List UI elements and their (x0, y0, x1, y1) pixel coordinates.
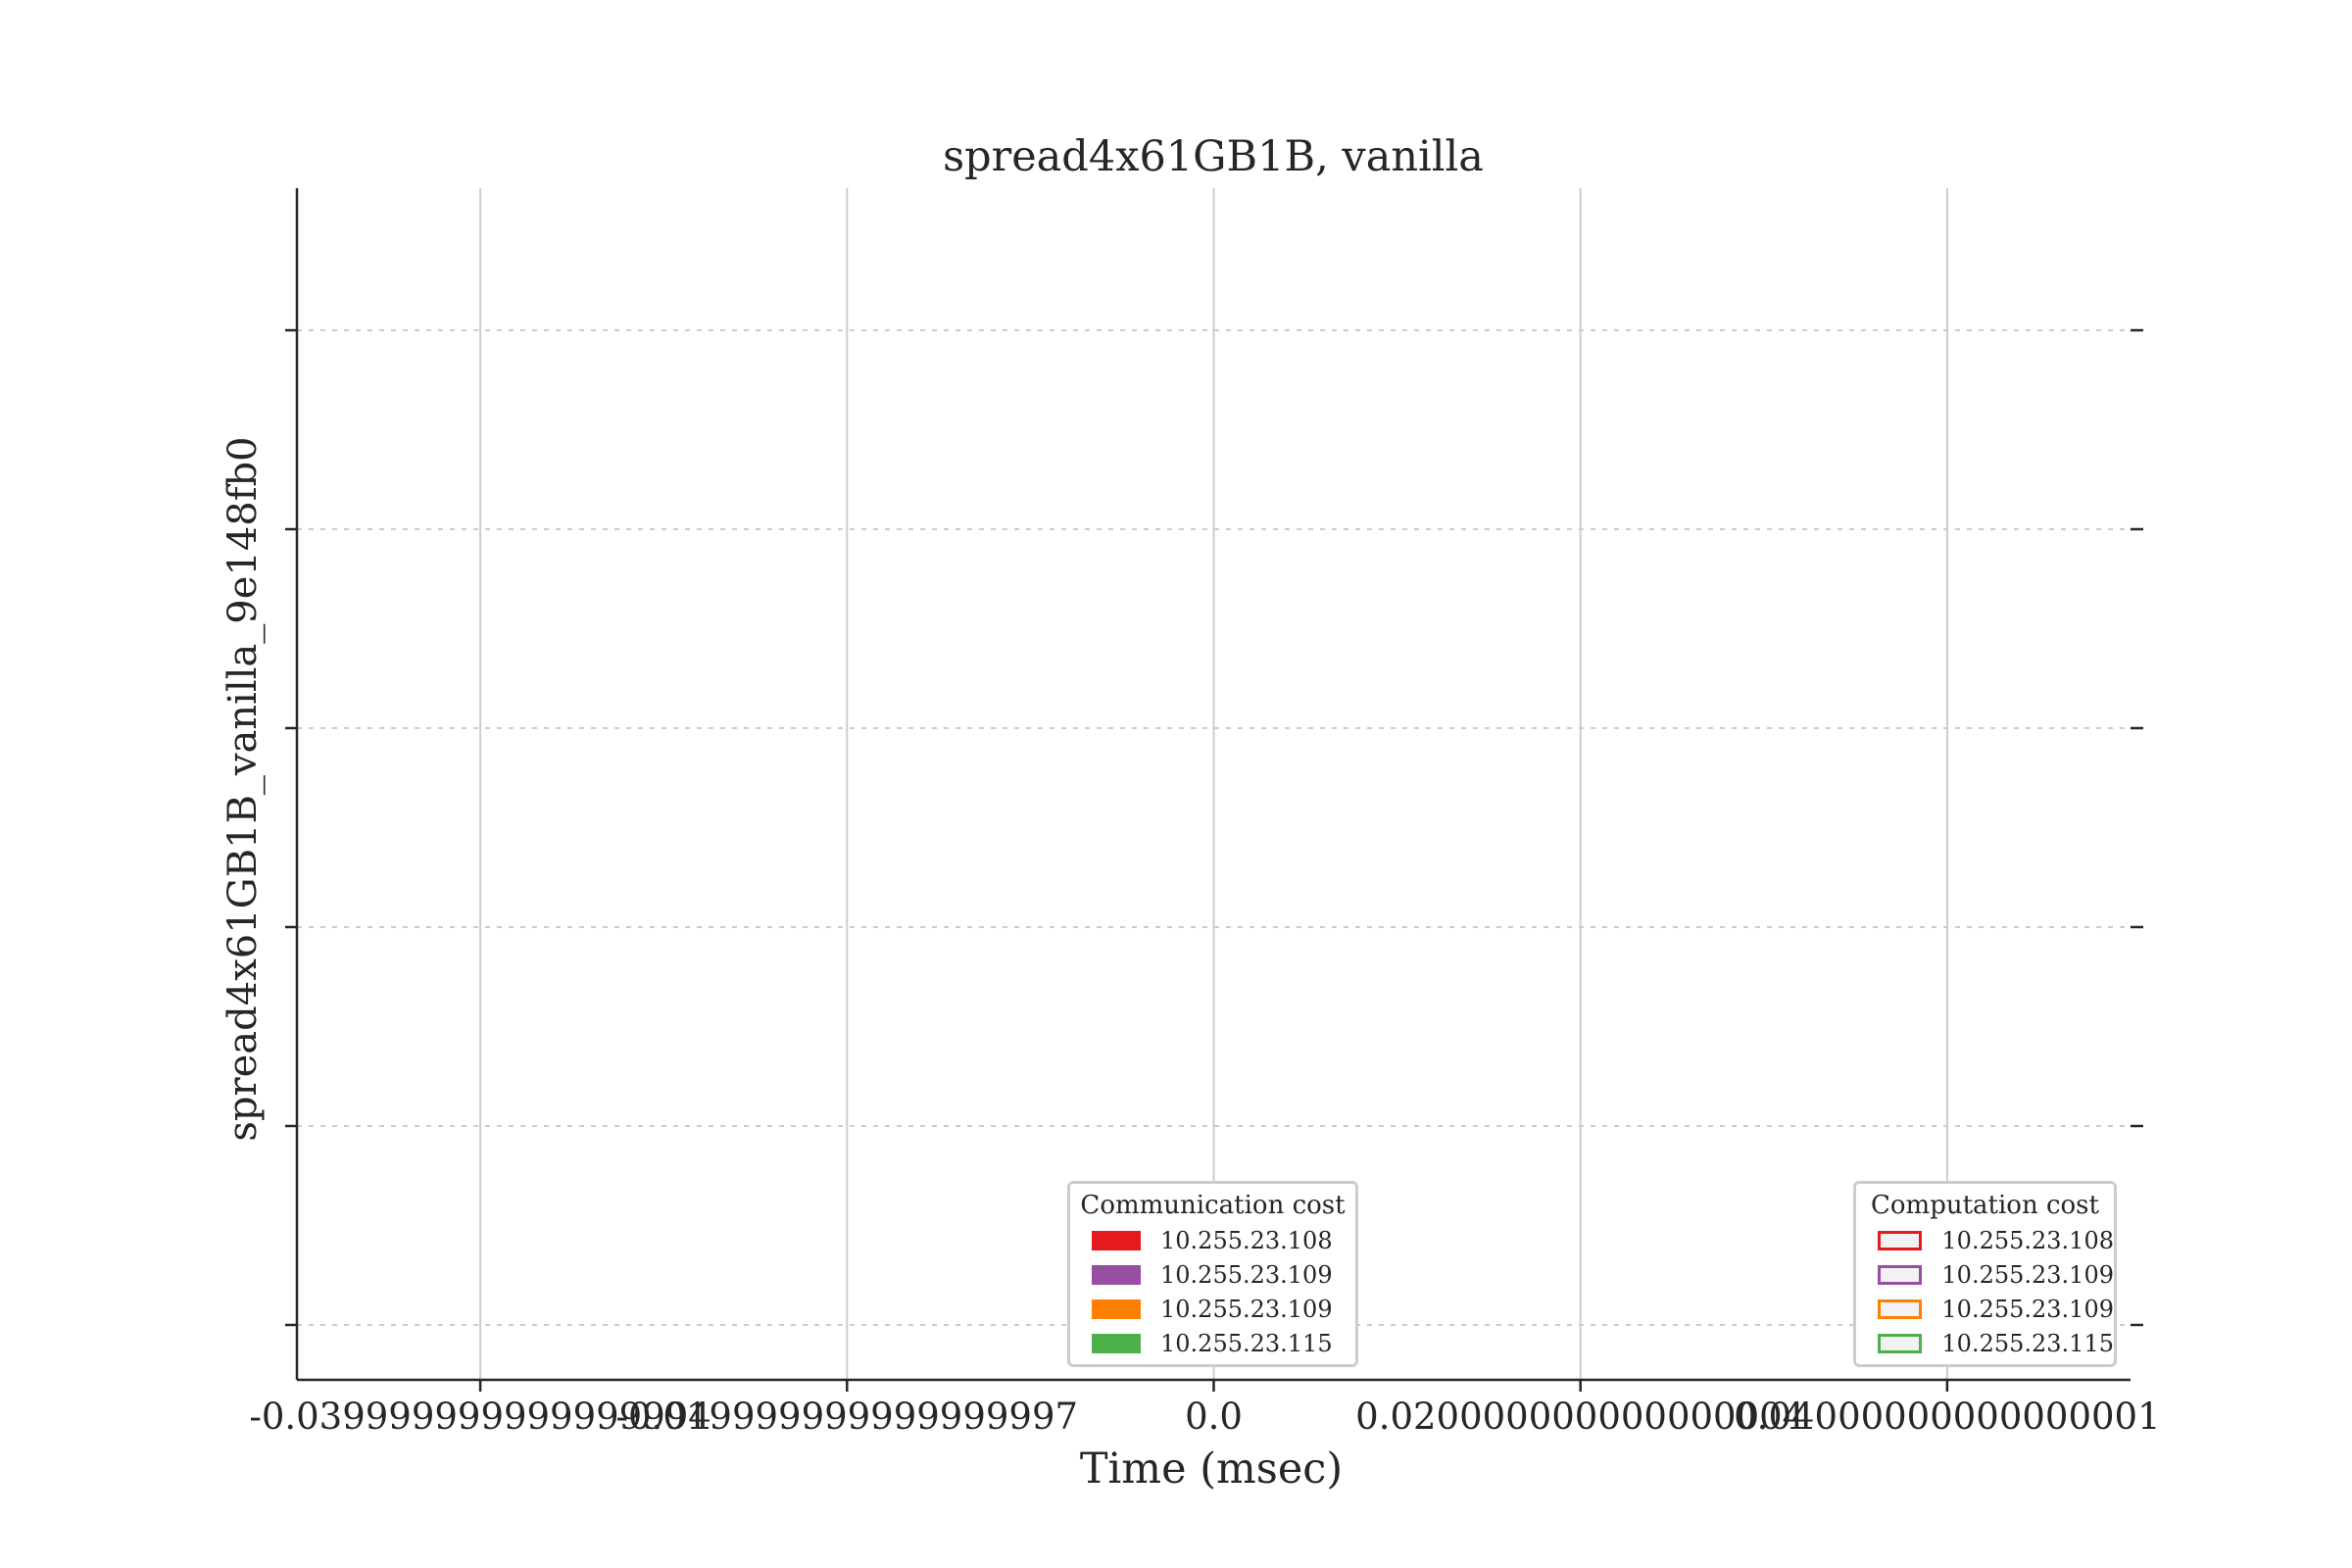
legend-label: 10.255.23.115 (1160, 1329, 1333, 1357)
legend-entry: 10.255.23.108 (1856, 1223, 2114, 1257)
legend-label: 10.255.23.108 (1160, 1226, 1333, 1254)
legend-swatch (1092, 1298, 1141, 1319)
grid-layer (297, 188, 2131, 1380)
legend-swatch (1092, 1264, 1141, 1285)
chart-title: spread4x61GB1B, vanilla (943, 132, 1484, 181)
x-tick-label: 0.04000000000000001 (1734, 1396, 2161, 1438)
legend-swatch (1878, 1333, 1923, 1353)
legend-label: 10.255.23.115 (1941, 1329, 2114, 1357)
x-tick-label: -0.019999999999999997 (616, 1396, 1079, 1438)
legend-entry: 10.255.23.109 (1070, 1292, 1355, 1326)
legend-title: Communication cost (1080, 1191, 1346, 1220)
legend-label: 10.255.23.109 (1160, 1260, 1333, 1289)
x-tick-label: 0.0 (1185, 1396, 1243, 1438)
x-axis-label: Time (msec) (1080, 1445, 1343, 1494)
legend-label: 10.255.23.109 (1160, 1295, 1333, 1323)
x-tick-label: -0.039999999999999994 (249, 1396, 711, 1438)
legend-swatch (1092, 1230, 1141, 1250)
legend-swatch (1878, 1298, 1923, 1319)
legend-entry: 10.255.23.115 (1070, 1326, 1355, 1360)
legend-communication-cost: Communication cost 10.255.23.108 10.255.2… (1067, 1181, 1358, 1367)
legend-swatch (1878, 1264, 1923, 1285)
legend-entry: 10.255.23.108 (1070, 1223, 1355, 1257)
legend-entries: 10.255.23.108 10.255.23.109 10.255.23.109 1… (1856, 1223, 2114, 1360)
legend-label: 10.255.23.109 (1941, 1260, 2114, 1289)
legend-label: 10.255.23.108 (1941, 1226, 2114, 1254)
legend-computation-cost: Computation cost 10.255.23.108 10.255.23.… (1853, 1181, 2117, 1367)
ticks-layer: -0.039999999999999994-0.0199999999999999… (249, 328, 2161, 1438)
legend-entry: 10.255.23.109 (1070, 1257, 1355, 1292)
legend-title: Computation cost (1871, 1191, 2099, 1220)
legend-entry: 10.255.23.109 (1856, 1292, 2114, 1326)
legend-swatch (1878, 1230, 1923, 1250)
x-tick-label: 0.020000000000000004 (1355, 1396, 1805, 1438)
y-axis-label: spread4x61GB1B_vanilla_9e148fb0 (220, 436, 266, 1141)
legend-entry: 10.255.23.109 (1856, 1257, 2114, 1292)
legend-label: 10.255.23.109 (1941, 1295, 2114, 1323)
legend-entry: 10.255.23.115 (1856, 1326, 2114, 1360)
legend-entries: 10.255.23.108 10.255.23.109 10.255.23.109 1… (1070, 1223, 1355, 1360)
legend-swatch (1092, 1333, 1141, 1353)
